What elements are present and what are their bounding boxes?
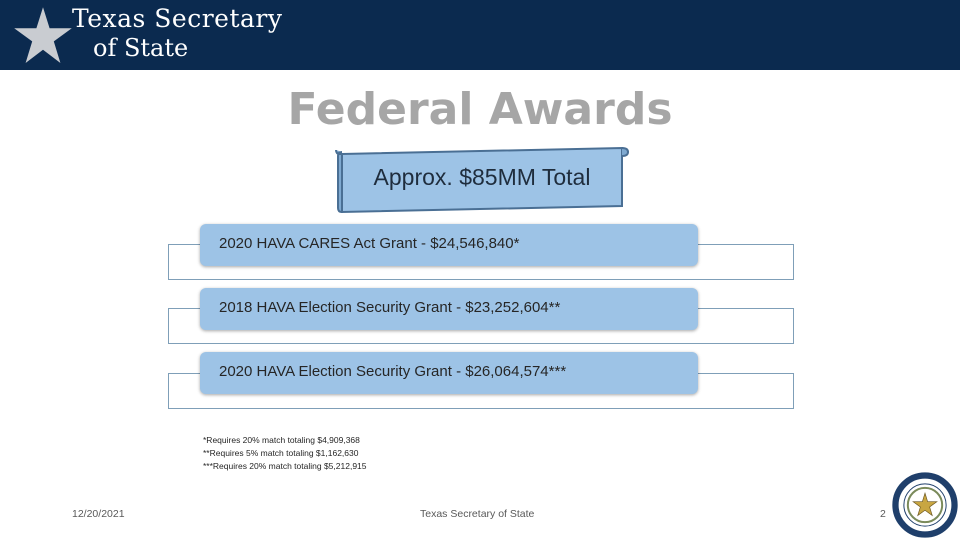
footer-date: 12/20/2021 [72, 508, 125, 520]
scroll-callout-shape [335, 146, 630, 214]
lone-star-icon [14, 7, 72, 63]
logo-title-line2: of State [93, 34, 189, 62]
award-label: 2018 HAVA Election Security Grant - $23,… [219, 299, 561, 316]
award-label: 2020 HAVA CARES Act Grant - $24,546,840* [219, 235, 520, 252]
state-seal-icon [892, 472, 958, 538]
total-callout: Approx. $85MM Total [373, 164, 591, 190]
award-item: 2020 HAVA Election Security Grant - $26,… [200, 352, 698, 394]
award-item: 2018 HAVA Election Security Grant - $23,… [200, 288, 698, 330]
slide-title: Federal Awards [287, 84, 673, 135]
footnote: **Requires 5% match totaling $1,162,630 [203, 448, 359, 458]
page-number: 2 [880, 508, 886, 520]
award-item: 2020 HAVA CARES Act Grant - $24,546,840* [200, 224, 698, 266]
footnote: *Requires 20% match totaling $4,909,368 [203, 435, 360, 445]
footer-organization: Texas Secretary of State [420, 508, 535, 520]
header-banner: Texas Secretary of State [0, 0, 960, 70]
footnote: ***Requires 20% match totaling $5,212,91… [203, 461, 367, 471]
footnotes: *Requires 20% match totaling $4,909,368 … [203, 434, 367, 473]
logo-title-line1: Texas Secretary [72, 4, 283, 33]
award-label: 2020 HAVA Election Security Grant - $26,… [219, 363, 567, 380]
